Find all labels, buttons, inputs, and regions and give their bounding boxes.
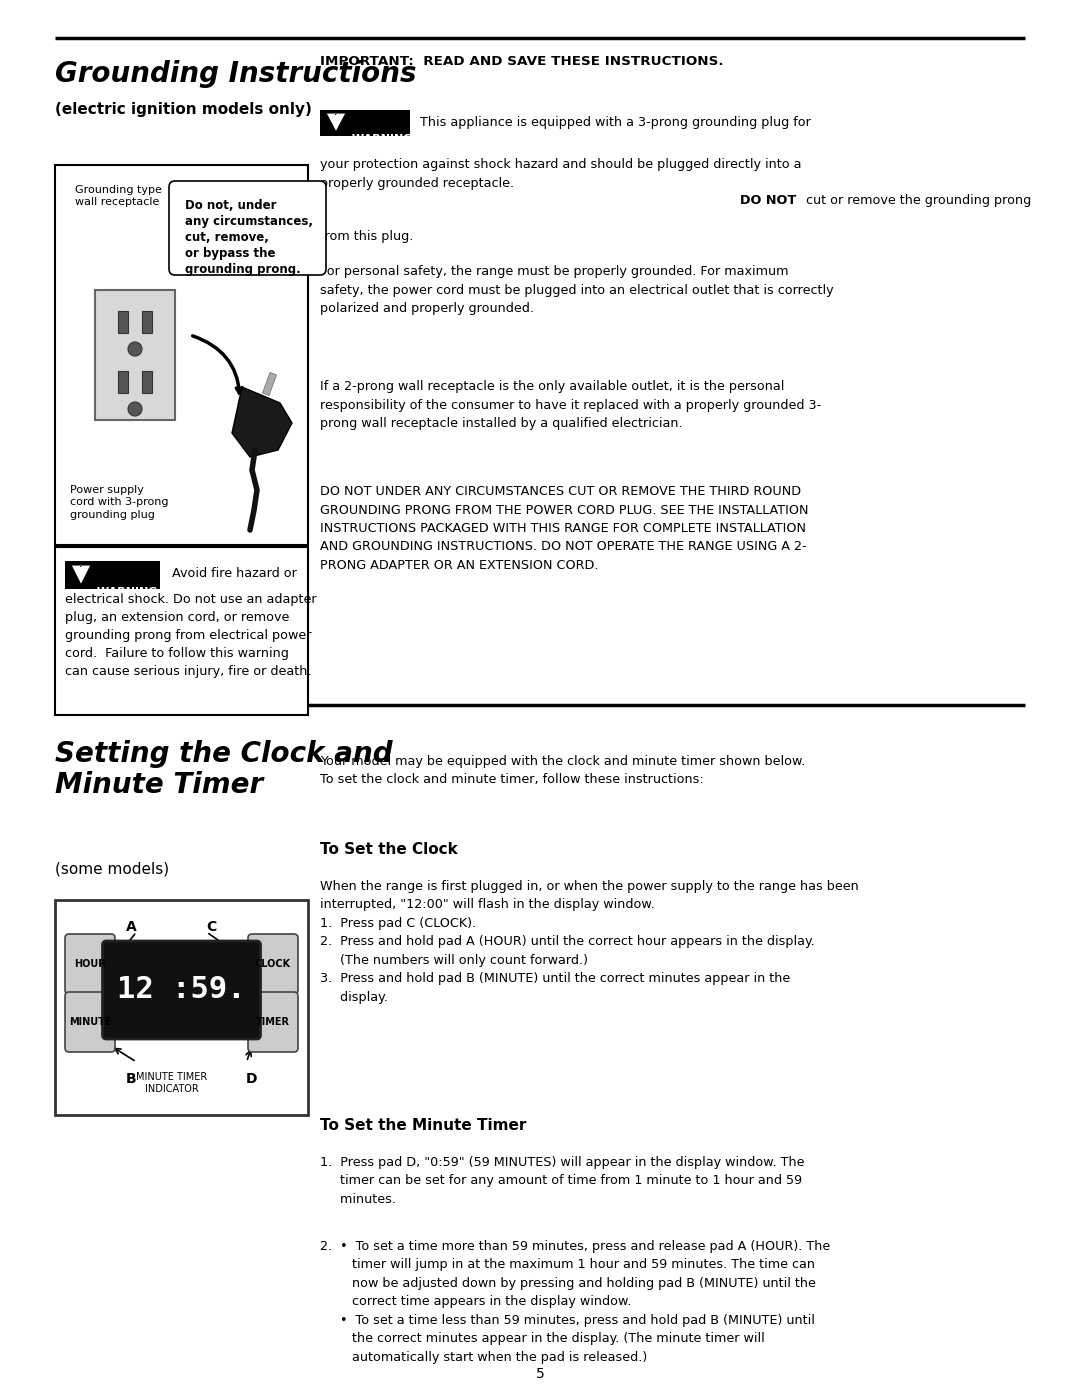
- Bar: [95, 291, 175, 420]
- Polygon shape: [326, 113, 346, 131]
- Text: !: !: [79, 562, 83, 569]
- Text: 5: 5: [536, 1368, 544, 1382]
- Text: D: D: [246, 1071, 257, 1085]
- Text: CLOCK: CLOCK: [255, 958, 292, 970]
- Text: MINUTE TIMER
INDICATOR: MINUTE TIMER INDICATOR: [136, 1071, 207, 1094]
- Text: MINUTE: MINUTE: [69, 1017, 111, 1027]
- Text: DO NOT UNDER ANY CIRCUMSTANCES CUT OR REMOVE THE THIRD ROUND
GROUNDING PRONG FRO: DO NOT UNDER ANY CIRCUMSTANCES CUT OR RE…: [320, 485, 809, 571]
- Bar: [320, 110, 410, 136]
- FancyBboxPatch shape: [103, 942, 260, 1039]
- Text: C: C: [206, 921, 217, 935]
- Text: Grounding Instructions: Grounding Instructions: [55, 60, 417, 88]
- Text: HOUR: HOUR: [75, 958, 106, 970]
- FancyBboxPatch shape: [248, 935, 298, 995]
- Bar: [55, 165, 308, 545]
- Text: Do not, under
any circumstances,
cut, remove,
or bypass the
grounding prong.: Do not, under any circumstances, cut, re…: [185, 198, 313, 277]
- FancyBboxPatch shape: [168, 182, 326, 275]
- Text: 2.  •  To set a time more than 59 minutes, press and release pad A (HOUR). The
 : 2. • To set a time more than 59 minutes,…: [320, 1241, 831, 1363]
- Circle shape: [129, 402, 141, 416]
- Text: !: !: [335, 110, 338, 116]
- FancyBboxPatch shape: [65, 992, 114, 1052]
- Text: 12 :59.: 12 :59.: [118, 975, 246, 1004]
- Bar: [65, 562, 160, 590]
- Text: DO NOT: DO NOT: [740, 194, 796, 207]
- Bar: [118, 372, 129, 393]
- Text: Setting the Clock and
Minute Timer: Setting the Clock and Minute Timer: [55, 740, 393, 799]
- Text: B: B: [126, 1071, 137, 1085]
- Text: (some models): (some models): [55, 862, 170, 877]
- Bar: [55, 548, 308, 715]
- Bar: [118, 312, 129, 332]
- Text: electrical shock. Do not use an adapter
plug, an extension cord, or remove
groun: electrical shock. Do not use an adapter …: [65, 592, 316, 678]
- Text: This appliance is equipped with a 3-prong grounding plug for: This appliance is equipped with a 3-pron…: [416, 116, 811, 129]
- Text: IMPORTANT:  READ AND SAVE THESE INSTRUCTIONS.: IMPORTANT: READ AND SAVE THESE INSTRUCTI…: [320, 54, 724, 68]
- Text: Grounding type
wall receptacle: Grounding type wall receptacle: [75, 184, 162, 207]
- Bar: [262, 373, 276, 395]
- Text: your protection against shock hazard and should be plugged directly into a
prope: your protection against shock hazard and…: [320, 158, 801, 190]
- Text: cut or remove the grounding prong: cut or remove the grounding prong: [802, 194, 1031, 207]
- Text: TIMER: TIMER: [256, 1017, 291, 1027]
- Bar: [141, 312, 152, 332]
- Text: To Set the Clock: To Set the Clock: [320, 842, 458, 856]
- Text: from this plug.: from this plug.: [320, 231, 414, 243]
- Bar: [55, 900, 308, 1115]
- Text: Your model may be equipped with the clock and minute timer shown below.
To set t: Your model may be equipped with the cloc…: [320, 754, 806, 787]
- Text: For personal safety, the range must be properly grounded. For maximum
safety, th: For personal safety, the range must be p…: [320, 265, 834, 314]
- Polygon shape: [232, 387, 292, 457]
- Text: Power supply
cord with 3-prong
grounding plug: Power supply cord with 3-prong grounding…: [70, 485, 168, 520]
- Polygon shape: [71, 564, 91, 585]
- Text: (electric ignition models only): (electric ignition models only): [55, 102, 312, 117]
- Text: When the range is first plugged in, or when the power supply to the range has be: When the range is first plugged in, or w…: [320, 880, 859, 1004]
- Text: If a 2-prong wall receptacle is the only available outlet, it is the personal
re: If a 2-prong wall receptacle is the only…: [320, 380, 821, 430]
- FancyBboxPatch shape: [248, 992, 298, 1052]
- Text: WARNING: WARNING: [93, 588, 158, 598]
- FancyBboxPatch shape: [65, 935, 114, 995]
- Bar: [141, 372, 152, 393]
- Text: To Set the Minute Timer: To Set the Minute Timer: [320, 1118, 526, 1133]
- Circle shape: [129, 342, 141, 356]
- Text: WARNING: WARNING: [348, 134, 413, 144]
- Text: A: A: [126, 921, 137, 935]
- Text: 1.  Press pad D, "0:59" (59 MINUTES) will appear in the display window. The
    : 1. Press pad D, "0:59" (59 MINUTES) will…: [320, 1155, 805, 1206]
- Text: Avoid fire hazard or: Avoid fire hazard or: [168, 567, 297, 580]
